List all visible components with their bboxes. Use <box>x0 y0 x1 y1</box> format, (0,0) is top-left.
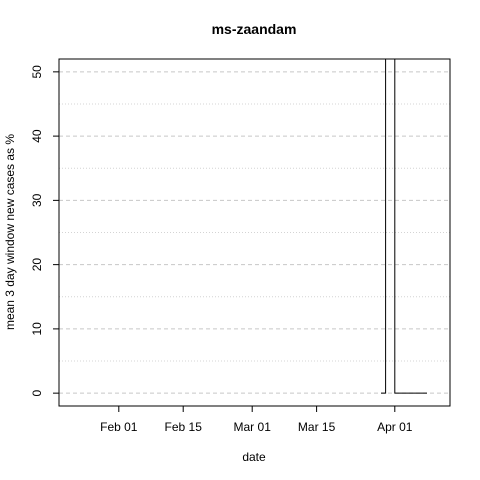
y-tick-label: 10 <box>30 322 44 336</box>
x-axis-label: date <box>242 450 266 464</box>
series-line <box>381 59 427 394</box>
x-tick-label: Mar 15 <box>298 420 336 434</box>
x-tick-label: Feb 01 <box>100 420 138 434</box>
plot-frame <box>58 58 451 407</box>
x-tick-label: Feb 15 <box>165 420 203 434</box>
series-layer <box>381 59 427 394</box>
y-tick-label: 20 <box>30 258 44 272</box>
grid <box>59 71 450 394</box>
y-tick-label: 0 <box>30 389 44 396</box>
y-tick-label: 30 <box>30 193 44 207</box>
chart-title: ms-zaandam <box>212 21 297 37</box>
axes: Feb 01 Feb 15 Mar 01 Mar 15 Apr 01 0 10 20 30 40 5… <box>30 65 413 434</box>
y-tick-label: 40 <box>30 129 44 143</box>
x-tick-label: Apr 01 <box>377 420 413 434</box>
y-tick-label: 50 <box>30 65 44 79</box>
x-tick-label: Mar 01 <box>234 420 272 434</box>
y-axis-label: mean 3 day window new cases as % <box>3 134 17 330</box>
